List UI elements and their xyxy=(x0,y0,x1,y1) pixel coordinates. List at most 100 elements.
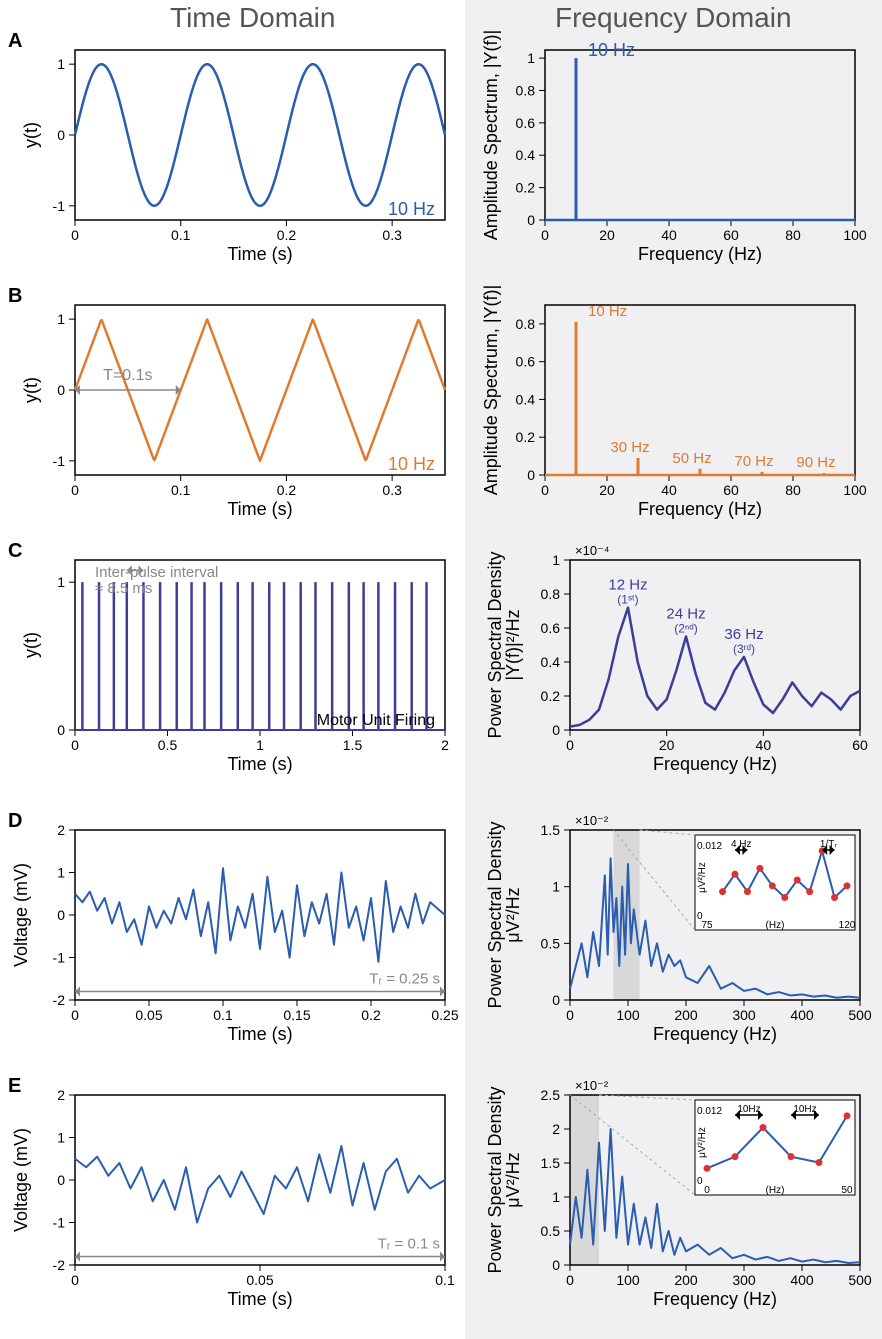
svg-text:μV²/Hz: μV²/Hz xyxy=(697,1127,708,1158)
svg-text:1: 1 xyxy=(527,50,535,66)
svg-text:12 Hz: 12 Hz xyxy=(608,577,647,594)
svg-text:200: 200 xyxy=(674,1272,698,1288)
svg-text:20: 20 xyxy=(659,737,675,753)
svg-text:0.1: 0.1 xyxy=(171,227,191,243)
svg-text:0.25: 0.25 xyxy=(431,1007,458,1023)
svg-text:0.05: 0.05 xyxy=(246,1272,273,1288)
svg-text:0: 0 xyxy=(71,1272,79,1288)
svg-text:10Hz: 10Hz xyxy=(793,1104,816,1115)
svg-text:0.2: 0.2 xyxy=(277,227,297,243)
svg-text:2: 2 xyxy=(552,1121,560,1137)
svg-text:1/Tᵣ: 1/Tᵣ xyxy=(820,839,837,850)
svg-text:0: 0 xyxy=(57,907,65,923)
svg-text:4 Hz: 4 Hz xyxy=(731,839,752,850)
svg-text:1: 1 xyxy=(57,1130,65,1146)
svg-text:0: 0 xyxy=(552,992,560,1008)
svg-text:0.6: 0.6 xyxy=(516,115,536,131)
svg-text:80: 80 xyxy=(785,227,801,243)
svg-text:0: 0 xyxy=(541,227,549,243)
svg-text:0.4: 0.4 xyxy=(541,654,561,670)
svg-text:y(t): y(t) xyxy=(21,122,41,148)
figure-root: Time Domain Frequency Domain A B C D E 0… xyxy=(0,0,882,1339)
svg-text:0.2: 0.2 xyxy=(277,482,297,498)
svg-text:0: 0 xyxy=(71,482,79,498)
svg-text:0: 0 xyxy=(566,737,574,753)
svg-text:(2ⁿᵈ): (2ⁿᵈ) xyxy=(674,622,698,636)
svg-text:500: 500 xyxy=(848,1272,872,1288)
svg-text:100: 100 xyxy=(616,1272,640,1288)
svg-text:-1: -1 xyxy=(53,1215,66,1231)
svg-text:0: 0 xyxy=(57,1172,65,1188)
svg-text:500: 500 xyxy=(848,1007,872,1023)
svg-text:0.4: 0.4 xyxy=(516,391,536,407)
svg-text:30 Hz: 30 Hz xyxy=(610,439,649,456)
svg-text:Tᵣ = 0.25 s: Tᵣ = 0.25 s xyxy=(369,971,440,988)
svg-text:0.15: 0.15 xyxy=(283,1007,310,1023)
svg-text:0: 0 xyxy=(57,722,65,738)
svg-text:40: 40 xyxy=(756,737,772,753)
svg-text:0: 0 xyxy=(566,1007,574,1023)
svg-text:Amplitude Spectrum, |Y(f)|: Amplitude Spectrum, |Y(f)| xyxy=(481,30,501,240)
svg-text:2: 2 xyxy=(57,1087,65,1103)
svg-text:0.05: 0.05 xyxy=(135,1007,162,1023)
svg-text:(Hz): (Hz) xyxy=(766,1185,785,1196)
svg-text:1: 1 xyxy=(256,737,264,753)
svg-text:×10⁻²: ×10⁻² xyxy=(575,1078,609,1093)
svg-text:Frequency (Hz): Frequency (Hz) xyxy=(653,1024,777,1044)
svg-text:1: 1 xyxy=(552,879,560,895)
svg-text:60: 60 xyxy=(852,737,868,753)
svg-text:10 Hz: 10 Hz xyxy=(588,40,635,60)
svg-text:Time (s): Time (s) xyxy=(227,499,292,519)
svg-text:1.5: 1.5 xyxy=(541,1155,561,1171)
svg-text:0: 0 xyxy=(541,482,549,498)
svg-text:Frequency (Hz): Frequency (Hz) xyxy=(638,499,762,519)
svg-text:Time (s): Time (s) xyxy=(227,1024,292,1044)
svg-text:0.012: 0.012 xyxy=(697,1106,722,1117)
svg-text:Tᵣ = 0.1 s: Tᵣ = 0.1 s xyxy=(378,1236,440,1253)
svg-text:×10⁻⁴: ×10⁻⁴ xyxy=(575,543,610,558)
svg-text:(Hz): (Hz) xyxy=(766,920,785,931)
svg-text:1: 1 xyxy=(552,552,560,568)
svg-text:0.6: 0.6 xyxy=(541,620,561,636)
svg-text:70 Hz: 70 Hz xyxy=(734,453,773,470)
svg-text:0: 0 xyxy=(552,1257,560,1273)
svg-text:Voltage (mV): Voltage (mV) xyxy=(11,863,31,967)
svg-text:10 Hz: 10 Hz xyxy=(388,454,435,474)
svg-text:300: 300 xyxy=(732,1272,756,1288)
svg-text:0.3: 0.3 xyxy=(382,227,402,243)
svg-text:24 Hz: 24 Hz xyxy=(666,606,705,623)
svg-text:Amplitude Spectrum, |Y(f)|: Amplitude Spectrum, |Y(f)| xyxy=(481,285,501,495)
svg-text:0: 0 xyxy=(704,1185,710,1196)
svg-text:y(t): y(t) xyxy=(21,632,41,658)
svg-text:Frequency (Hz): Frequency (Hz) xyxy=(653,754,777,774)
svg-text:2: 2 xyxy=(441,737,449,753)
svg-text:200: 200 xyxy=(674,1007,698,1023)
svg-text:Power Spectral DensityμV²/Hz: Power Spectral DensityμV²/Hz xyxy=(485,821,523,1008)
svg-text:0.1: 0.1 xyxy=(213,1007,233,1023)
svg-text:-1: -1 xyxy=(53,198,66,214)
svg-text:10 Hz: 10 Hz xyxy=(388,199,435,219)
svg-text:Time (s): Time (s) xyxy=(227,1289,292,1309)
svg-text:Time (s): Time (s) xyxy=(227,754,292,774)
svg-text:36 Hz: 36 Hz xyxy=(724,626,763,643)
svg-text:0: 0 xyxy=(527,212,535,228)
svg-text:0.2: 0.2 xyxy=(541,688,561,704)
svg-text:300: 300 xyxy=(732,1007,756,1023)
svg-text:0.2: 0.2 xyxy=(516,180,536,196)
svg-text:(3ʳᵈ): (3ʳᵈ) xyxy=(733,642,755,656)
plots-svg: 00.10.20.3-101Time (s)y(t)10 Hz020406080… xyxy=(0,0,882,1339)
svg-text:0.3: 0.3 xyxy=(382,482,402,498)
svg-text:1: 1 xyxy=(57,574,65,590)
svg-text:0.2: 0.2 xyxy=(361,1007,381,1023)
svg-text:0.5: 0.5 xyxy=(541,1223,561,1239)
svg-text:-1: -1 xyxy=(53,950,66,966)
svg-text:50: 50 xyxy=(841,1185,853,1196)
svg-text:1.5: 1.5 xyxy=(541,822,561,838)
svg-text:0: 0 xyxy=(71,227,79,243)
svg-text:0: 0 xyxy=(57,382,65,398)
svg-text:1.5: 1.5 xyxy=(343,737,363,753)
svg-text:80: 80 xyxy=(785,482,801,498)
svg-text:60: 60 xyxy=(723,227,739,243)
svg-text:-1: -1 xyxy=(53,453,66,469)
svg-text:0.5: 0.5 xyxy=(158,737,178,753)
